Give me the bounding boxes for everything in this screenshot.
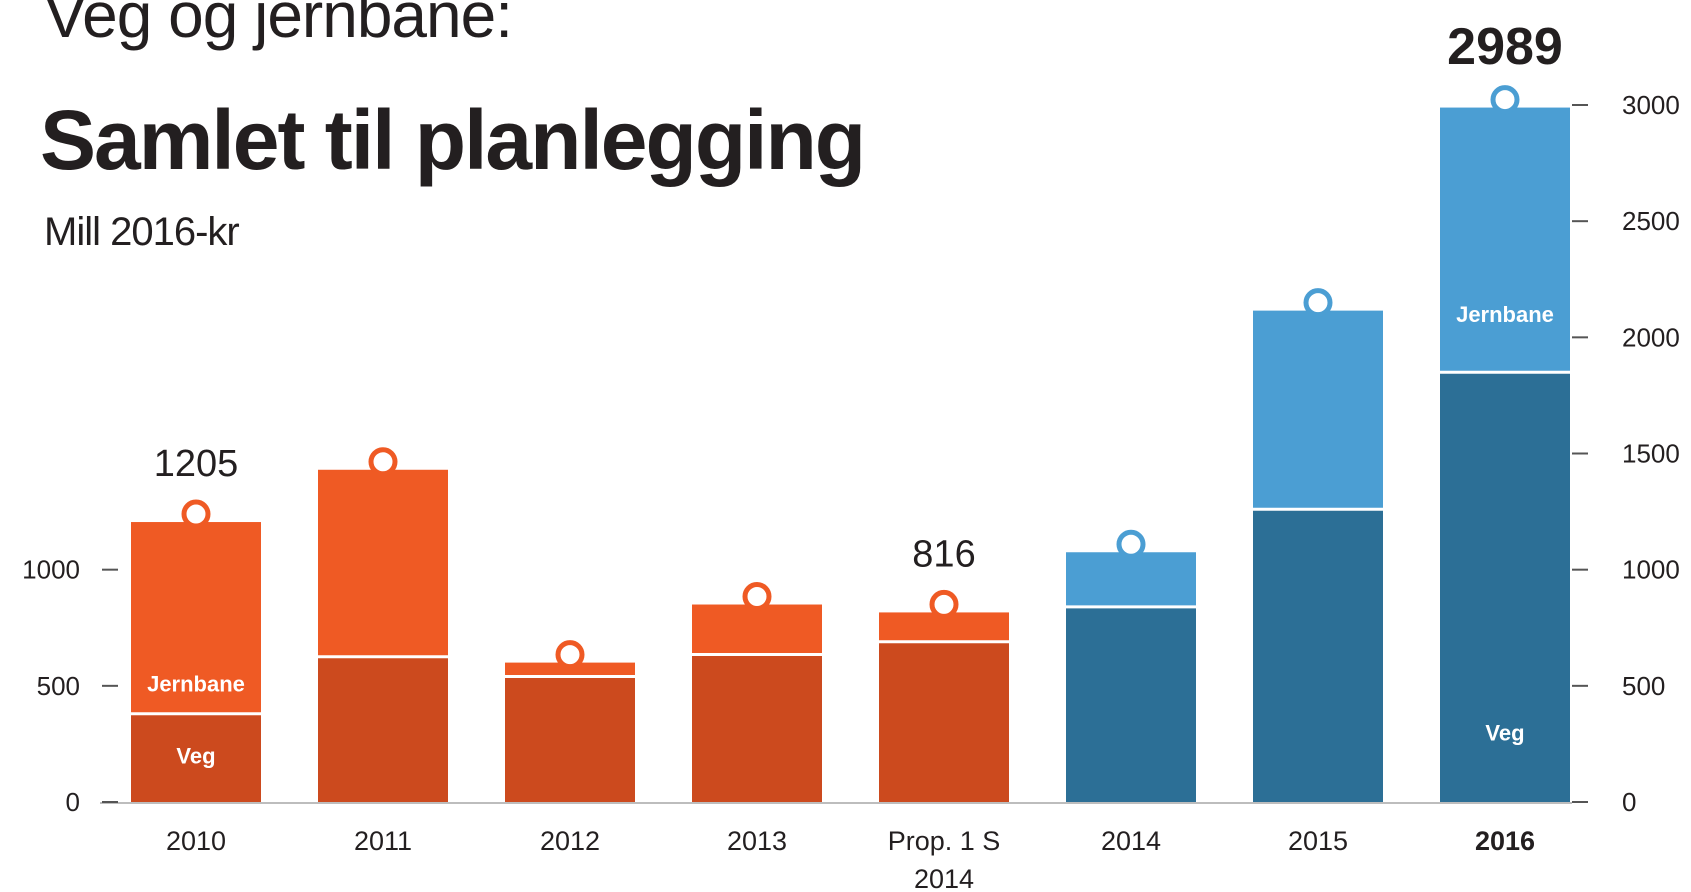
bar-jernbane-3 xyxy=(692,604,822,655)
category-label-7: 2016 xyxy=(1475,826,1535,856)
bar-jernbane-0 xyxy=(131,522,261,714)
total-marker-2 xyxy=(555,640,585,670)
category-label-3: 2013 xyxy=(727,826,787,856)
y-tick-label-right-2500: 2500 xyxy=(1622,206,1680,236)
chart-supertitle: Veg og jernbane: xyxy=(44,0,513,51)
total-marker-4 xyxy=(929,589,959,619)
bar-veg-2 xyxy=(505,676,635,802)
total-marker-3 xyxy=(742,582,772,612)
bar-veg-1 xyxy=(318,656,448,802)
y-tick-label-left-0: 0 xyxy=(66,787,80,817)
category-label-1: 2011 xyxy=(354,826,412,856)
bar-veg-6 xyxy=(1253,509,1383,802)
category-label-4-0: Prop. 1 S xyxy=(888,826,1001,856)
category-label-4-1: 2014 xyxy=(914,864,974,892)
chart-unit-subtitle: Mill 2016-kr xyxy=(44,210,240,254)
bar-veg-5 xyxy=(1066,606,1196,802)
series-label-veg-2016: Veg xyxy=(1485,720,1524,745)
y-tick-label-right-1000: 1000 xyxy=(1622,555,1680,585)
total-marker-7 xyxy=(1490,85,1520,115)
bar-jernbane-6 xyxy=(1253,310,1383,510)
bar-jernbane-1 xyxy=(318,469,448,657)
series-label-veg-2010: Veg xyxy=(176,744,215,769)
category-label-2: 2012 xyxy=(540,826,600,856)
total-marker-0 xyxy=(181,499,211,529)
y-tick-label-right-1500: 1500 xyxy=(1622,439,1680,469)
y-tick-label-right-0: 0 xyxy=(1622,787,1636,817)
bar-veg-3 xyxy=(692,654,822,802)
total-marker-6 xyxy=(1303,288,1333,318)
y-tick-label-left-1000: 1000 xyxy=(22,555,80,585)
bar-veg-4 xyxy=(879,641,1009,802)
series-label-jernbane-2016: Jernbane xyxy=(1456,302,1554,327)
bar-jernbane-5 xyxy=(1066,552,1196,607)
value-label-0: 1205 xyxy=(154,443,239,485)
bar-jernbane-2 xyxy=(505,662,635,677)
total-marker-5 xyxy=(1116,529,1146,559)
category-label-5: 2014 xyxy=(1101,826,1161,856)
category-label-0: 2010 xyxy=(166,826,226,856)
value-label-4: 816 xyxy=(912,533,975,575)
total-marker-1 xyxy=(368,447,398,477)
y-tick-label-right-3000: 3000 xyxy=(1622,90,1680,120)
value-label-7: 2989 xyxy=(1447,18,1563,76)
y-tick-label-right-2000: 2000 xyxy=(1622,322,1680,352)
series-label-jernbane-2010: Jernbane xyxy=(147,672,245,697)
bar-veg-0 xyxy=(131,713,261,802)
y-tick-label-right-500: 500 xyxy=(1622,671,1665,701)
chart-title: Samlet til planlegging xyxy=(40,93,866,187)
category-label-6: 2015 xyxy=(1288,826,1348,856)
bar-veg-7 xyxy=(1440,372,1570,802)
bar-jernbane-7 xyxy=(1440,107,1570,373)
y-tick-label-left-500: 500 xyxy=(37,671,80,701)
